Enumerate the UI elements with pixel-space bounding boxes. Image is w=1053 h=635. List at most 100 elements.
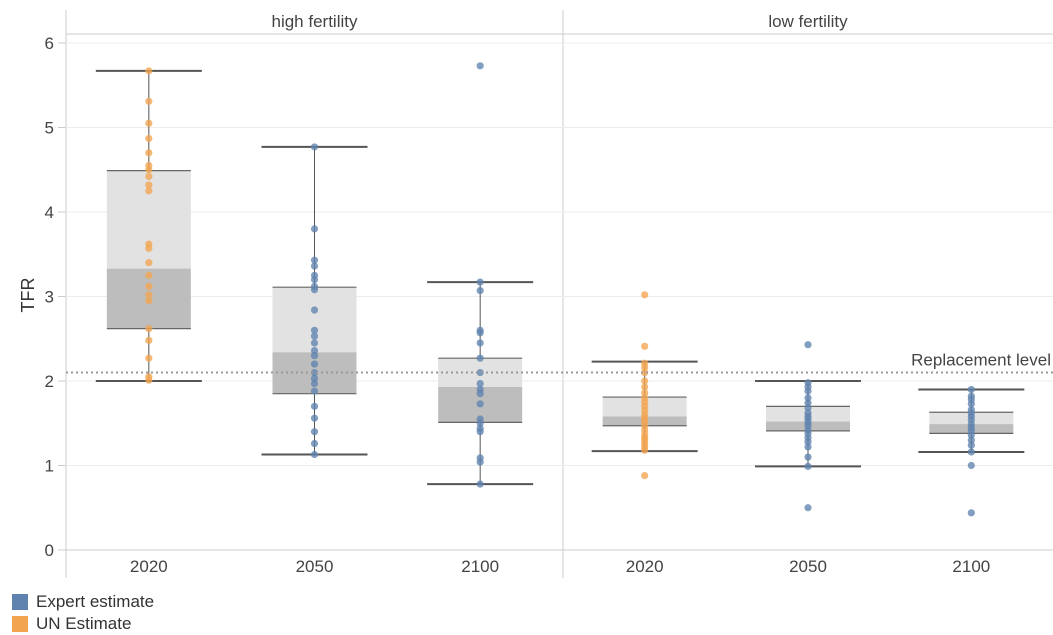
legend-item-un: UN Estimate bbox=[12, 613, 154, 635]
data-point bbox=[145, 354, 153, 362]
data-point bbox=[804, 504, 812, 512]
data-point bbox=[476, 390, 484, 398]
data-point bbox=[967, 431, 975, 439]
x-tick-label: 2020 bbox=[130, 557, 168, 576]
data-point bbox=[145, 244, 153, 252]
data-point bbox=[476, 368, 484, 377]
data-point bbox=[641, 446, 649, 454]
y-tick-label: 4 bbox=[45, 203, 54, 222]
y-tick-label: 0 bbox=[45, 541, 54, 560]
data-point bbox=[145, 291, 153, 299]
data-point bbox=[145, 282, 153, 290]
data-point bbox=[310, 286, 319, 294]
data-point bbox=[804, 462, 812, 470]
data-point bbox=[145, 297, 153, 305]
data-point bbox=[641, 363, 649, 372]
data-point bbox=[310, 262, 319, 270]
data-point bbox=[476, 354, 484, 362]
axis-layer: TFR 0 1 2 3 4 5 6 2020 2050 2100 2020 2050 2100 bbox=[18, 34, 990, 576]
data-point bbox=[310, 256, 319, 264]
data-point bbox=[310, 143, 319, 151]
x-tick-label: 2050 bbox=[296, 557, 334, 576]
y-tick-label: 6 bbox=[45, 34, 54, 53]
data-point bbox=[476, 480, 484, 488]
data-point bbox=[145, 134, 153, 143]
data-point bbox=[476, 278, 484, 286]
data-point bbox=[310, 346, 319, 355]
data-point bbox=[310, 374, 319, 383]
data-point bbox=[145, 325, 153, 333]
data-point bbox=[641, 342, 649, 350]
data-point bbox=[145, 181, 153, 189]
data-point bbox=[145, 187, 153, 195]
box-high-fertility-2020 bbox=[95, 67, 202, 384]
data-point bbox=[967, 509, 975, 517]
data-point bbox=[476, 329, 484, 337]
data-point bbox=[967, 400, 975, 408]
data-point bbox=[310, 332, 319, 340]
data-point bbox=[804, 394, 812, 402]
legend-label-expert: Expert estimate bbox=[36, 592, 155, 611]
y-axis-label: TFR bbox=[18, 278, 38, 313]
data-point bbox=[967, 436, 975, 444]
data-point bbox=[804, 341, 812, 349]
grid-layer bbox=[58, 10, 1053, 578]
legend-swatch-un bbox=[12, 616, 28, 632]
data-point bbox=[145, 172, 153, 181]
legend: Expert estimate UN Estimate bbox=[12, 591, 154, 635]
data-point bbox=[310, 402, 319, 410]
panels-layer: high fertility low fertility bbox=[95, 12, 1025, 517]
data-point bbox=[476, 379, 484, 388]
data-point bbox=[641, 291, 649, 299]
data-point bbox=[804, 438, 812, 446]
data-point bbox=[804, 443, 812, 451]
y-tick-label: 2 bbox=[45, 372, 54, 391]
tfr-boxplot-chart: high fertility low fertility Replacement … bbox=[18, 10, 1053, 578]
legend-swatch-expert bbox=[12, 594, 28, 610]
data-point bbox=[310, 387, 319, 395]
data-point bbox=[804, 387, 812, 395]
y-tick-label: 1 bbox=[45, 457, 54, 476]
data-point bbox=[310, 439, 319, 448]
data-point bbox=[310, 379, 319, 388]
box-low-fertility-2050 bbox=[755, 341, 861, 512]
data-point bbox=[476, 339, 484, 347]
data-point bbox=[804, 399, 812, 407]
y-tick-label: 3 bbox=[45, 288, 54, 307]
data-point bbox=[310, 360, 319, 368]
data-point bbox=[310, 352, 319, 360]
x-tick-label: 2020 bbox=[626, 557, 664, 576]
data-point bbox=[476, 62, 484, 70]
data-point bbox=[145, 271, 153, 279]
box-high-fertility-2100 bbox=[427, 62, 534, 488]
data-point bbox=[641, 389, 649, 397]
data-point bbox=[310, 428, 319, 436]
data-point bbox=[967, 461, 975, 470]
data-point bbox=[310, 306, 319, 314]
data-point bbox=[476, 419, 484, 427]
data-point bbox=[804, 453, 812, 461]
y-tick-label: 5 bbox=[45, 119, 54, 138]
data-point bbox=[967, 385, 975, 394]
data-point bbox=[310, 414, 319, 422]
x-tick-label: 2100 bbox=[461, 557, 499, 576]
data-point bbox=[310, 368, 319, 377]
data-point bbox=[310, 339, 319, 347]
box-high-fertility-2050 bbox=[261, 143, 368, 459]
data-point bbox=[310, 276, 319, 284]
data-point bbox=[804, 404, 812, 412]
replacement-level-label: Replacement level bbox=[911, 351, 1051, 370]
box-low-fertility-2020 bbox=[591, 291, 698, 480]
reference-line-layer: Replacement level bbox=[66, 351, 1053, 374]
panel-title: high fertility bbox=[272, 12, 358, 31]
box-low-fertility-2100 bbox=[918, 385, 1025, 517]
data-point bbox=[145, 119, 153, 127]
data-point bbox=[967, 448, 975, 456]
data-point bbox=[145, 67, 153, 75]
data-point bbox=[641, 368, 649, 377]
data-point bbox=[641, 472, 649, 480]
data-point bbox=[145, 336, 153, 345]
data-point bbox=[145, 149, 153, 157]
x-tick-label: 2050 bbox=[789, 557, 827, 576]
panel-title: low fertility bbox=[768, 12, 848, 31]
